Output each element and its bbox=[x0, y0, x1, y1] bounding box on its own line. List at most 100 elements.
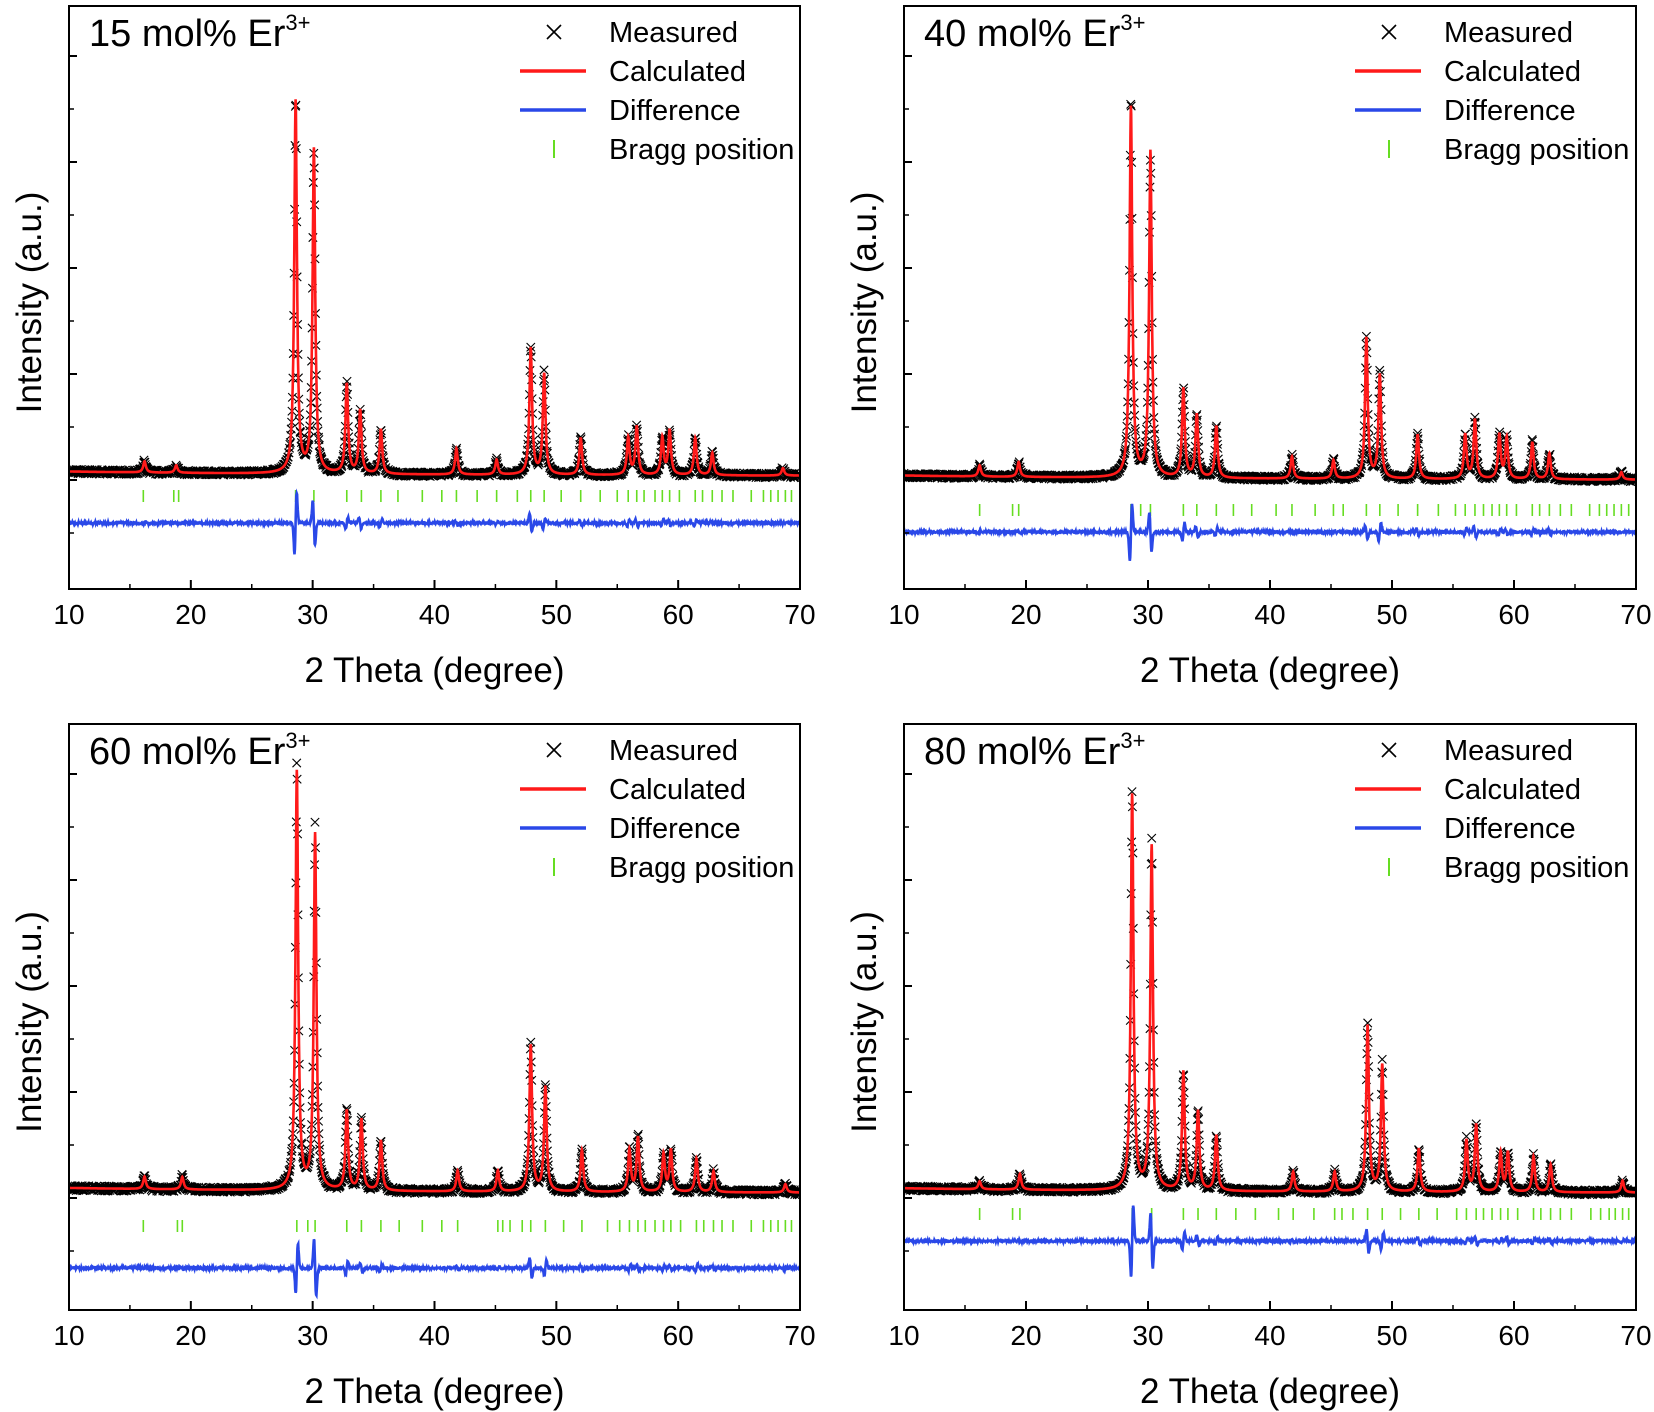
x-tick-label: 70 bbox=[1620, 1320, 1651, 1351]
legend-entry-label: Measured bbox=[1444, 735, 1573, 767]
x-axis: 10 20 30 40 50 60 70 bbox=[53, 580, 816, 630]
x-tick-label: 30 bbox=[1132, 599, 1163, 630]
x-tick-label: 70 bbox=[784, 1320, 815, 1351]
x-tick-label: 40 bbox=[419, 599, 450, 630]
calculated-line bbox=[904, 105, 1636, 481]
legend-entry-label: Bragg position bbox=[1444, 852, 1629, 884]
plot-area bbox=[69, 758, 800, 1300]
legend-entry-label: Bragg position bbox=[609, 134, 794, 166]
panel-title: 15 mol% Er3+ bbox=[89, 10, 311, 55]
x-tick-label: 50 bbox=[1376, 599, 1407, 630]
x-tick-label: 40 bbox=[419, 1320, 450, 1351]
legend-entry-label: Difference bbox=[1444, 813, 1576, 845]
x-axis-label: 2 Theta (degree) bbox=[304, 1372, 564, 1411]
plot-area bbox=[69, 99, 800, 555]
x-tick-label: 70 bbox=[784, 599, 815, 630]
calculated-line bbox=[69, 99, 800, 477]
calculated-line bbox=[69, 769, 800, 1194]
legend-entry-label: Bragg position bbox=[1444, 134, 1629, 166]
difference-line bbox=[904, 503, 1636, 561]
y-axis bbox=[904, 55, 912, 534]
legend-entry-label: Calculated bbox=[609, 56, 746, 88]
x-axis: 10 20 30 40 50 60 70 bbox=[888, 580, 1652, 630]
difference-line bbox=[904, 1205, 1636, 1277]
plot-area bbox=[904, 99, 1636, 561]
x-tick-label: 50 bbox=[541, 1320, 572, 1351]
x-tick-label: 20 bbox=[1010, 1320, 1041, 1351]
x-axis: 10 20 30 40 50 60 70 bbox=[888, 1301, 1652, 1351]
legend-entry-label: Calculated bbox=[609, 774, 746, 806]
x-tick-label: 60 bbox=[663, 1320, 694, 1351]
y-axis bbox=[69, 55, 77, 534]
x-tick-label: 10 bbox=[53, 1320, 84, 1351]
x-axis-label: 2 Theta (degree) bbox=[1140, 1372, 1400, 1411]
x-tick-label: 20 bbox=[175, 599, 206, 630]
panel-title: 80 mol% Er3+ bbox=[924, 728, 1146, 773]
x-tick-label: 60 bbox=[1498, 1320, 1529, 1351]
legend: Measured Calculated Difference Bragg positi… bbox=[1355, 17, 1629, 166]
legend: Measured Calculated Difference Bragg positi… bbox=[520, 17, 794, 166]
chart-panel-top-left: 10 20 30 40 50 60 70 2 Theta (degree) Intensity … bbox=[10, 5, 816, 690]
panel-title: 60 mol% Er3+ bbox=[89, 728, 311, 773]
plot-frame bbox=[903, 5, 1637, 590]
plot-area bbox=[904, 787, 1636, 1277]
x-axis-label: 2 Theta (degree) bbox=[304, 651, 564, 690]
x-tick-label: 20 bbox=[1010, 599, 1041, 630]
legend-entry-label: Calculated bbox=[1444, 774, 1581, 806]
x-tick-label: 30 bbox=[1132, 1320, 1163, 1351]
panel-title-superscript: 3+ bbox=[1120, 10, 1145, 35]
x-axis-label: 2 Theta (degree) bbox=[1140, 651, 1400, 690]
legend-entry-label: Difference bbox=[609, 813, 741, 845]
measured-series bbox=[904, 787, 1636, 1200]
plot-frame bbox=[903, 723, 1637, 1311]
legend-measured-marker bbox=[546, 742, 562, 758]
difference-line bbox=[69, 1238, 800, 1300]
difference-line bbox=[69, 488, 800, 555]
legend-measured-marker bbox=[1381, 742, 1397, 758]
x-tick-label: 30 bbox=[297, 1320, 328, 1351]
panel-title-superscript: 3+ bbox=[1120, 728, 1145, 753]
x-axis: 10 20 30 40 50 60 70 bbox=[53, 1301, 816, 1351]
legend-entry-label: Measured bbox=[1444, 17, 1573, 49]
panel-title-superscript: 3+ bbox=[285, 10, 310, 35]
y-axis-label: Intensity (a.u.) bbox=[845, 911, 884, 1133]
x-tick-label: 60 bbox=[1498, 599, 1529, 630]
x-tick-label: 30 bbox=[297, 599, 328, 630]
legend-entry-label: Measured bbox=[609, 735, 738, 767]
x-tick-label: 60 bbox=[663, 599, 694, 630]
x-tick-label: 10 bbox=[888, 1320, 919, 1351]
x-tick-label: 40 bbox=[1254, 1320, 1285, 1351]
bragg-series bbox=[142, 490, 793, 502]
legend-entry-label: Measured bbox=[609, 17, 738, 49]
legend-entry-label: Difference bbox=[609, 95, 741, 127]
calculated-line bbox=[904, 793, 1636, 1194]
bragg-series bbox=[978, 504, 1630, 516]
bragg-series bbox=[978, 1208, 1630, 1220]
x-tick-label: 50 bbox=[1376, 1320, 1407, 1351]
y-axis-label: Intensity (a.u.) bbox=[10, 911, 49, 1133]
legend-measured-marker bbox=[546, 24, 562, 40]
plot-frame bbox=[68, 723, 801, 1311]
legend-entry-label: Calculated bbox=[1444, 56, 1581, 88]
legend-entry-label: Difference bbox=[1444, 95, 1576, 127]
x-tick-label: 50 bbox=[541, 599, 572, 630]
bragg-series bbox=[142, 1220, 793, 1232]
panel-title-superscript: 3+ bbox=[285, 728, 310, 753]
y-axis-label: Intensity (a.u.) bbox=[10, 192, 49, 414]
y-axis bbox=[904, 773, 912, 1252]
x-tick-label: 10 bbox=[53, 599, 84, 630]
x-tick-label: 20 bbox=[175, 1320, 206, 1351]
measured-markers bbox=[904, 787, 1636, 1200]
x-tick-label: 40 bbox=[1254, 599, 1285, 630]
panel-title: 40 mol% Er3+ bbox=[924, 10, 1146, 55]
legend-measured-marker bbox=[1381, 24, 1397, 40]
x-tick-label: 10 bbox=[888, 599, 919, 630]
y-axis-label: Intensity (a.u.) bbox=[845, 192, 884, 414]
legend-entry-label: Bragg position bbox=[609, 852, 794, 884]
chart-panel-bottom-left: 10 20 30 40 50 60 70 2 Theta (degree) Intensity … bbox=[10, 723, 816, 1411]
legend: Measured Calculated Difference Bragg positi… bbox=[520, 735, 794, 884]
legend: Measured Calculated Difference Bragg positi… bbox=[1355, 735, 1629, 884]
chart-panel-top-right: 10 20 30 40 50 60 70 2 Theta (degree) Intensity … bbox=[845, 5, 1652, 690]
x-tick-label: 70 bbox=[1620, 599, 1651, 630]
